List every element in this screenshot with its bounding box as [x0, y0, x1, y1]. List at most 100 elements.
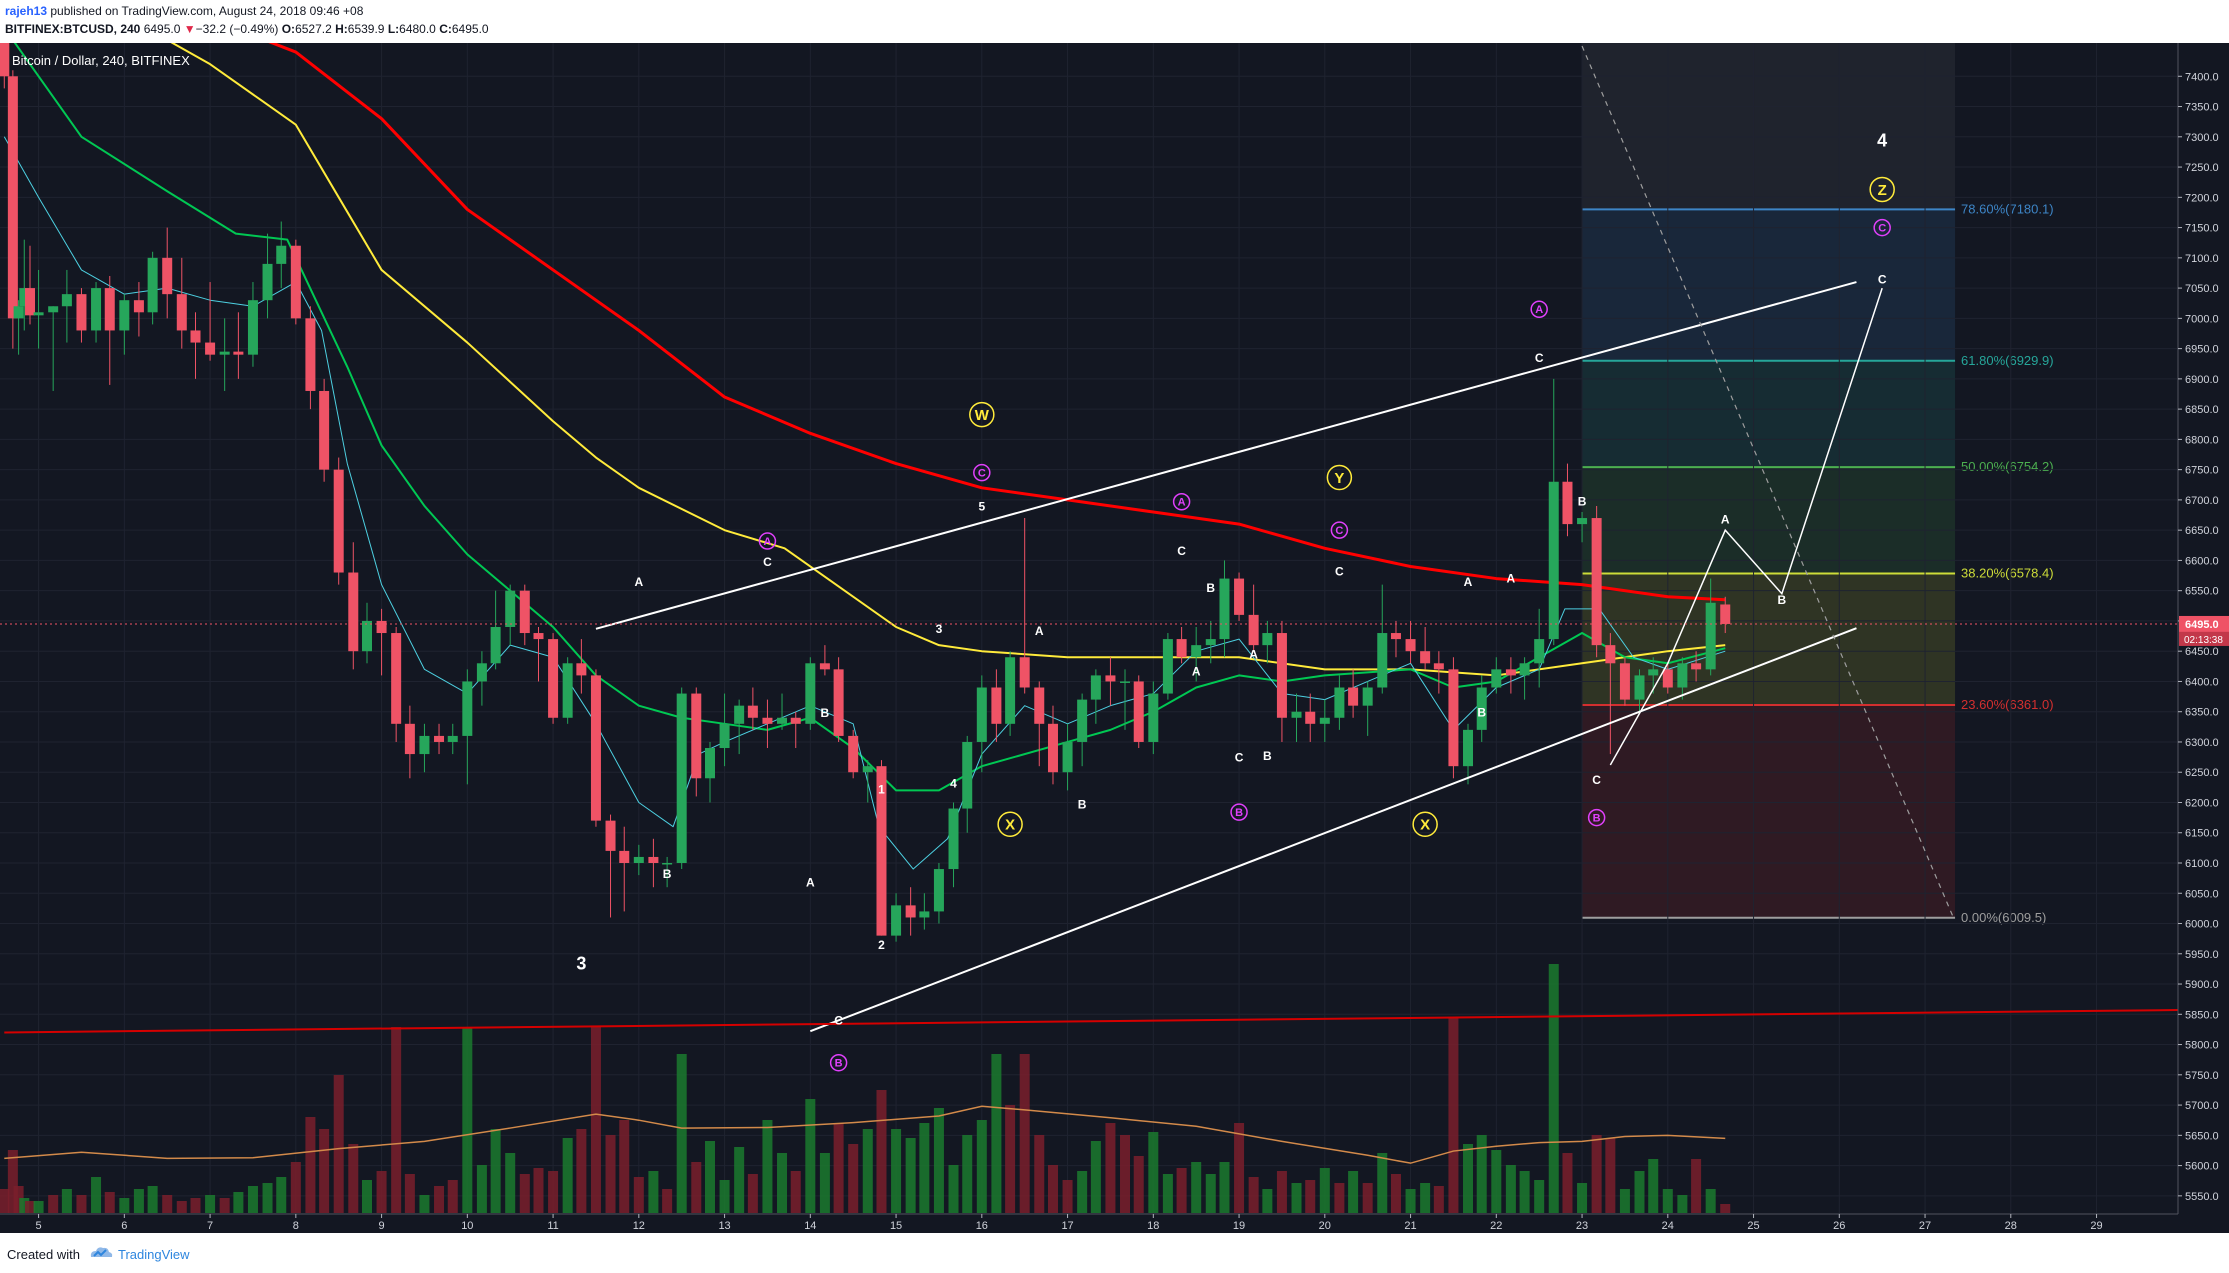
candle-body	[276, 245, 287, 264]
candle-body	[1491, 669, 1502, 688]
candle-body	[633, 856, 644, 864]
candle-body	[419, 735, 430, 755]
volume-bar	[1191, 1162, 1202, 1213]
time-axis[interactable]: 5 6 7 8 9 10 11 12 13 14 15 16 17 18 19 20 21 22 23 24 25 26 2…	[36, 1214, 2103, 1232]
candle-body	[1120, 681, 1131, 683]
candle-body	[1519, 663, 1530, 676]
candle-body	[1662, 669, 1673, 688]
volume-bar	[1691, 1159, 1702, 1213]
candle-body	[48, 306, 59, 313]
candle-body	[233, 351, 244, 355]
candle-body	[1047, 723, 1058, 773]
price-tick-label: 7400.0	[2185, 71, 2219, 83]
tradingview-brand[interactable]: TradingView	[118, 1247, 190, 1262]
wave-label: X	[1420, 817, 1430, 834]
volume-bar	[691, 1162, 702, 1213]
wave-label: B	[835, 1058, 843, 1070]
candle-body	[1219, 578, 1230, 640]
volume-bar	[1362, 1183, 1373, 1213]
trendlines[interactable]	[4, 45, 2179, 1034]
volume-bar	[219, 1198, 230, 1213]
volume-bar	[1519, 1171, 1530, 1213]
candle-body	[747, 705, 758, 718]
volume-bar	[833, 1123, 844, 1213]
candle-body	[362, 620, 373, 652]
candle-body	[590, 675, 601, 821]
candle-body	[1191, 645, 1202, 658]
volume-bar	[319, 1129, 330, 1213]
wave-label-circle	[758, 532, 777, 550]
trendline	[4, 1009, 2179, 1034]
candle-body	[476, 663, 487, 682]
wave-label: X	[1005, 817, 1015, 834]
wave-label-circle	[1412, 811, 1438, 838]
time-tick-label: 25	[1747, 1220, 1759, 1232]
volume-bar	[447, 1180, 458, 1213]
volume-bar	[1562, 1153, 1573, 1213]
time-tick-label: 15	[890, 1220, 902, 1232]
price-chart[interactable]: 78.60%(7180.1) 61.80%(6929.9) 50.00%(6754.…	[0, 43, 2229, 1233]
time-tick-label: 14	[804, 1220, 816, 1232]
volume-bar	[1634, 1171, 1645, 1213]
volume-bar	[1534, 1180, 1545, 1213]
candle-body	[1205, 639, 1216, 646]
chart-title: Bitcoin / Dollar, 240, BITFINEX	[12, 53, 190, 68]
fib-zone	[1582, 705, 1956, 918]
volume-bar	[1047, 1165, 1058, 1213]
volume-bar	[933, 1108, 944, 1213]
volume-bar	[1591, 1135, 1602, 1213]
wave-label: B	[1206, 581, 1215, 595]
volume-bar	[1205, 1174, 1216, 1213]
candle-body	[1405, 639, 1416, 652]
volume-bar	[104, 1192, 115, 1213]
volume-bar	[1334, 1183, 1345, 1213]
candle-body	[1319, 717, 1330, 724]
volume-ma-line	[4, 1105, 1726, 1164]
time-tick-label: 17	[1061, 1220, 1073, 1232]
volume-bar	[777, 1153, 788, 1213]
candle-body	[219, 351, 230, 355]
time-tick-label: 21	[1404, 1220, 1416, 1232]
open-value: 6527.2	[295, 22, 332, 36]
volume-bar	[1248, 1177, 1259, 1213]
volume-bar	[133, 1189, 144, 1213]
fib-level-label: 78.60%(7180.1)	[1961, 201, 2054, 216]
candle-body	[76, 294, 87, 331]
wave-label: A	[1192, 664, 1201, 678]
candle-body	[734, 705, 745, 724]
candle-body	[605, 820, 616, 851]
volume-bar	[176, 1201, 187, 1213]
volume-bar	[0, 1189, 10, 1213]
price-tick-label: 6400.0	[2185, 676, 2219, 688]
wave-label: C	[978, 468, 986, 480]
candle-body	[1562, 481, 1573, 525]
candle-body	[348, 572, 359, 652]
wave-label: C	[1592, 773, 1601, 787]
wave-label: C	[1235, 750, 1244, 764]
volume-bar	[919, 1123, 930, 1213]
candle-body	[905, 905, 916, 918]
author-link[interactable]: rajeh13	[5, 4, 48, 18]
candle-body	[61, 294, 72, 307]
price-axis[interactable]: 5550.0 5600.0 5650.0 5700.0 5750.0 5800.0 5850…	[2178, 71, 2229, 1203]
candle-body	[576, 663, 587, 676]
wave-label: C	[1878, 223, 1886, 235]
candle-body	[976, 687, 987, 742]
fib-zone	[1582, 43, 1956, 210]
candle-body	[1705, 602, 1716, 670]
volume-bar	[1148, 1132, 1159, 1213]
time-tick-label: 16	[976, 1220, 988, 1232]
time-tick-label: 27	[1919, 1220, 1931, 1232]
volume-bar	[548, 1171, 559, 1213]
last-price-badge-label: 6495.0	[2185, 619, 2219, 631]
candle-body	[676, 693, 687, 864]
volume-bar	[576, 1129, 587, 1213]
moving-averages	[3, 43, 1726, 870]
volume-bar	[434, 1186, 445, 1213]
wave-label: A	[1464, 575, 1473, 589]
volume-bar	[1720, 1204, 1731, 1213]
volume-bar	[519, 1174, 530, 1213]
candle-body	[819, 663, 830, 670]
moving-average-line	[13, 43, 1726, 792]
candle-body	[104, 288, 115, 331]
